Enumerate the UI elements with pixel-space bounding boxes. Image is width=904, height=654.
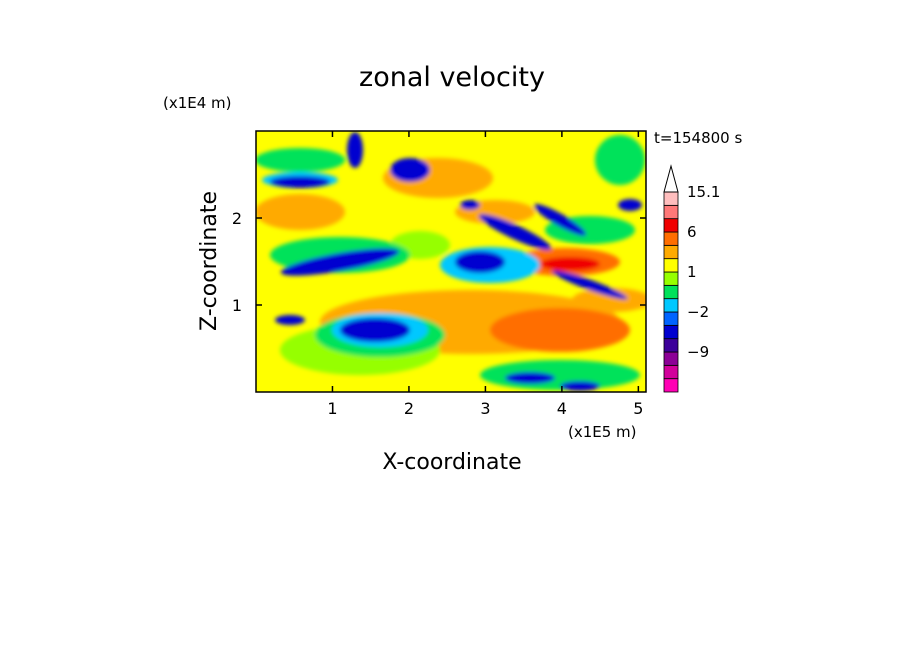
y-tick-label: 1 — [232, 296, 242, 315]
heatmap-region — [455, 251, 505, 273]
colorbar-swatch — [663, 364, 679, 380]
x-tick-label: 2 — [404, 399, 414, 418]
heatmap-region — [552, 270, 628, 300]
colorbar-swatch — [663, 244, 679, 260]
x-tick-label: 3 — [480, 399, 490, 418]
colorbar-swatch — [663, 298, 679, 313]
time-label: t=154800 s — [654, 129, 742, 147]
heatmap-region — [256, 194, 345, 230]
heatmap-region — [390, 158, 430, 182]
heatmap-region — [280, 248, 400, 276]
heatmap-region — [490, 308, 630, 352]
colorbar-swatch — [663, 204, 679, 220]
heatmap-region — [256, 148, 345, 172]
colorbar-tick-label: 1 — [687, 263, 697, 281]
colorbar-swatch — [663, 351, 679, 366]
heatmap-region — [533, 204, 587, 236]
colorbar-swatch — [663, 284, 679, 300]
colorbar: 15.1 6 1 −2 −9 — [663, 164, 720, 393]
heatmap-region — [340, 318, 410, 342]
heatmap-region — [347, 132, 363, 168]
heatmap-region — [572, 288, 646, 312]
heatmap-region — [595, 135, 645, 185]
heatmap-region — [460, 200, 480, 210]
heatmap-field — [256, 131, 646, 392]
colorbar-extend-arrow — [663, 164, 679, 193]
colorbar-swatch — [663, 324, 679, 340]
colorbar-tick-label: −2 — [687, 303, 709, 321]
chart-title: zonal velocity — [359, 62, 545, 93]
colorbar-swatch — [663, 271, 679, 286]
heatmap-region — [505, 372, 555, 384]
plot-frame — [255, 130, 647, 393]
y-axis-label: Z-coordinate — [197, 191, 222, 331]
colorbar-tick-label: 15.1 — [687, 183, 720, 201]
y-axis-ticks: 12 — [232, 209, 646, 315]
y-multiplier-label: (x1E4 m) — [163, 94, 232, 112]
colorbar-swatch — [663, 218, 679, 233]
colorbar-tick-label: 6 — [687, 223, 697, 241]
heatmap-region — [275, 315, 305, 325]
x-multiplier-label: (x1E5 m) — [568, 423, 637, 441]
colorbar-swatch — [663, 258, 679, 273]
heatmap-region — [478, 213, 552, 251]
colorbar-swatch — [663, 311, 679, 326]
heatmap-region — [480, 360, 640, 390]
x-tick-label: 5 — [633, 399, 643, 418]
y-tick-label: 2 — [232, 209, 242, 228]
x-tick-label: 4 — [557, 399, 567, 418]
heatmap-region — [270, 176, 330, 188]
heatmap-region — [560, 381, 600, 391]
x-tick-label: 1 — [327, 399, 337, 418]
colorbar-swatch — [663, 338, 679, 353]
x-axis-ticks: 1 2 3 4 5 — [327, 131, 643, 418]
colorbar-swatch — [663, 231, 679, 246]
colorbar-tick-label: −9 — [687, 343, 709, 361]
x-axis-label: X-coordinate — [382, 450, 521, 475]
colorbar-swatch — [663, 191, 679, 206]
heatmap-region — [618, 199, 642, 211]
heatmap-region — [540, 257, 600, 271]
colorbar-swatch — [663, 378, 679, 393]
